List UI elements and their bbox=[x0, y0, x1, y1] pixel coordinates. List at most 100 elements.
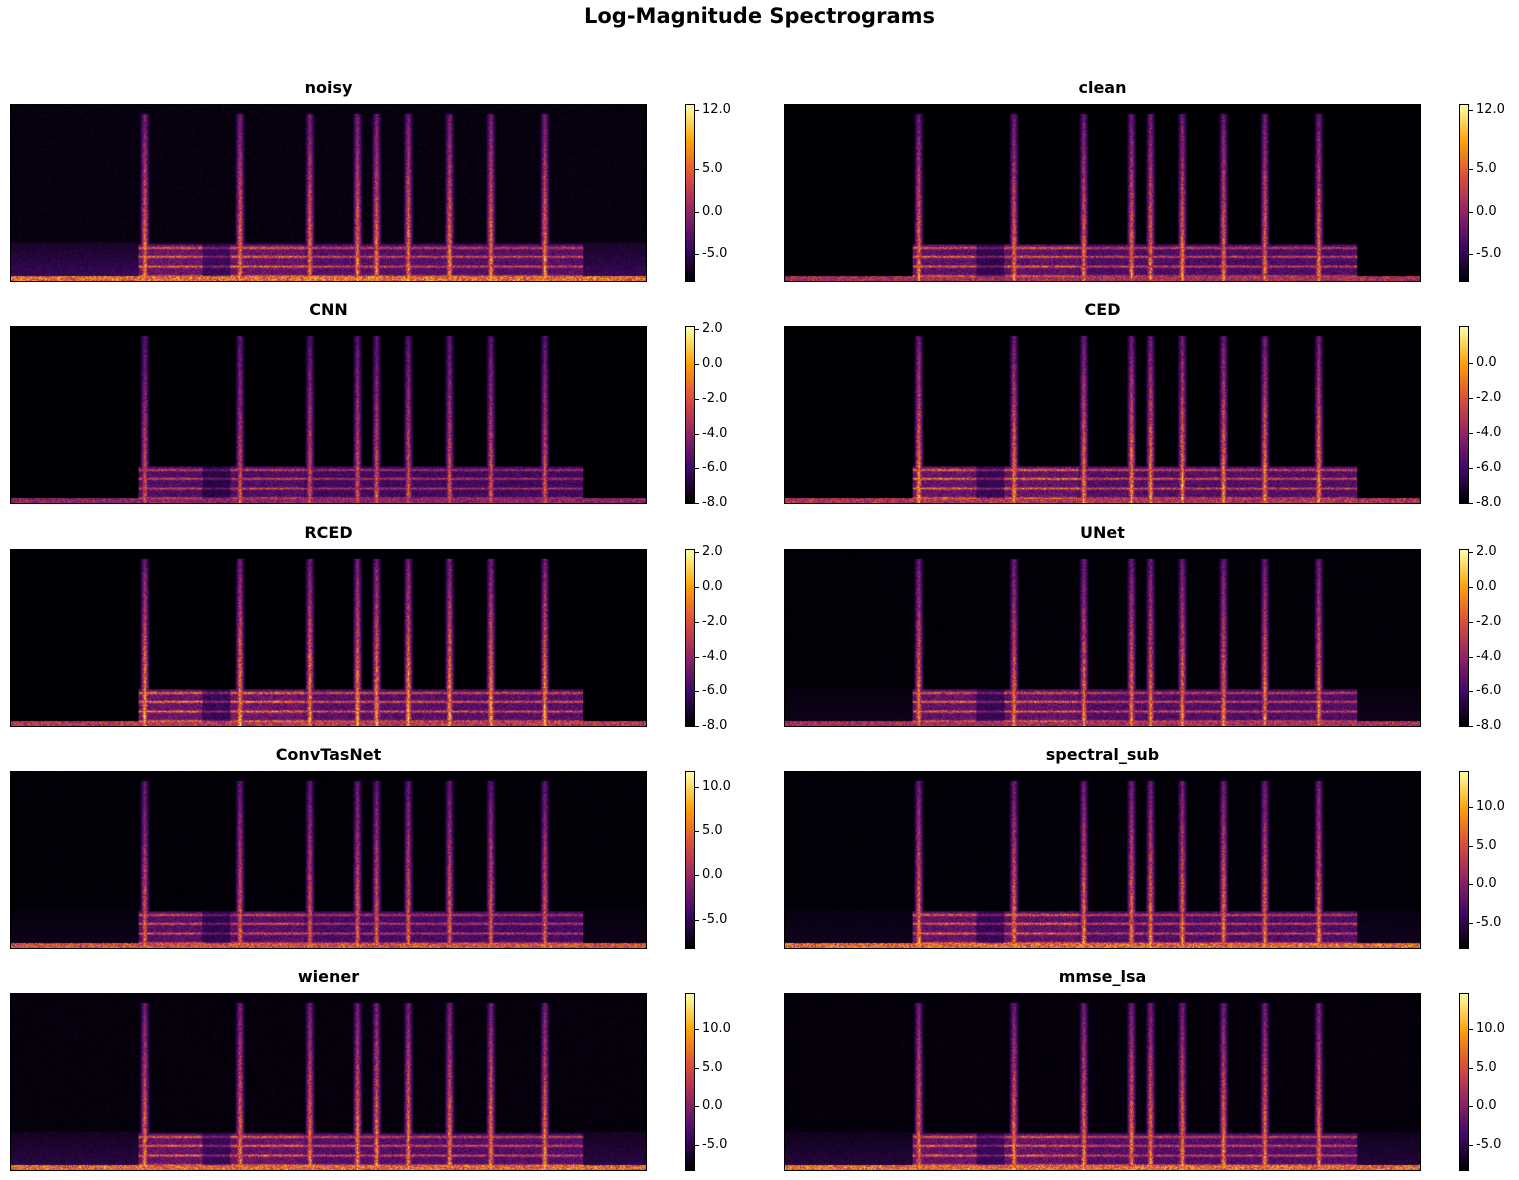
colorbar-tick-label: -6.0 bbox=[1476, 460, 1502, 475]
colorbar-tick-label: -2.0 bbox=[702, 391, 728, 406]
spectrogram-image bbox=[10, 104, 647, 282]
colorbar-tick-label: 0.0 bbox=[1476, 355, 1497, 370]
colorbar-tick bbox=[1469, 212, 1473, 213]
colorbar bbox=[685, 326, 695, 504]
panel-title: UNet bbox=[1080, 523, 1125, 542]
colorbar-tick-label: -8.0 bbox=[1476, 718, 1502, 733]
spectrogram-image bbox=[784, 771, 1421, 949]
colorbar-tick-label: -5.0 bbox=[702, 1137, 728, 1152]
colorbar-tick bbox=[1469, 807, 1473, 808]
colorbar-tick-label: 0.0 bbox=[702, 867, 723, 882]
colorbar-tick bbox=[1469, 1068, 1473, 1069]
colorbar-tick bbox=[1469, 363, 1473, 364]
colorbar-tick bbox=[695, 1106, 699, 1107]
colorbar-tick-label: -8.0 bbox=[702, 718, 728, 733]
colorbar-tick-label: 2.0 bbox=[1476, 544, 1497, 559]
colorbar-tick bbox=[1469, 433, 1473, 434]
colorbar-tick-label: 0.0 bbox=[702, 579, 723, 594]
colorbar-tick bbox=[695, 254, 699, 255]
colorbar-tick-label: -5.0 bbox=[1476, 246, 1502, 261]
colorbar-tick bbox=[1469, 552, 1473, 553]
colorbar-tick-label: 5.0 bbox=[1476, 838, 1497, 853]
colorbar-tick-label: 2.0 bbox=[702, 321, 723, 336]
colorbar-tick-label: 2.0 bbox=[702, 544, 723, 559]
colorbar-tick-label: 10.0 bbox=[1476, 1021, 1505, 1036]
colorbar-tick-label: 5.0 bbox=[702, 1060, 723, 1075]
colorbar-tick bbox=[695, 434, 699, 435]
colorbar-tick-label: 5.0 bbox=[1476, 1060, 1497, 1075]
colorbar-tick bbox=[695, 587, 699, 588]
colorbar-tick bbox=[1469, 691, 1473, 692]
panel-title: wiener bbox=[297, 967, 360, 986]
colorbar-tick bbox=[695, 110, 699, 111]
colorbar-tick-label: 10.0 bbox=[702, 1021, 731, 1036]
colorbar-tick bbox=[695, 1029, 699, 1030]
spectrogram-image bbox=[784, 104, 1421, 282]
colorbar-tick bbox=[695, 691, 699, 692]
colorbar-tick-label: -8.0 bbox=[1476, 495, 1502, 510]
colorbar bbox=[1459, 549, 1469, 727]
colorbar bbox=[685, 993, 695, 1171]
colorbar-tick bbox=[695, 552, 699, 553]
colorbar-tick-label: 0.0 bbox=[702, 1098, 723, 1113]
colorbar-tick bbox=[1469, 657, 1473, 658]
colorbar-tick-label: 10.0 bbox=[1476, 799, 1505, 814]
colorbar-tick bbox=[1469, 622, 1473, 623]
colorbar-tick-label: 5.0 bbox=[702, 823, 723, 838]
panel-title: CED bbox=[1084, 300, 1121, 319]
colorbar-tick bbox=[695, 920, 699, 921]
colorbar-tick-label: 0.0 bbox=[702, 204, 723, 219]
colorbar-tick bbox=[1469, 398, 1473, 399]
colorbar bbox=[685, 771, 695, 949]
spectrogram-image bbox=[10, 771, 647, 949]
colorbar-tick-label: -6.0 bbox=[702, 683, 728, 698]
panel-title: clean bbox=[1078, 78, 1127, 97]
spectrogram-image bbox=[784, 326, 1421, 504]
colorbar-tick-label: -4.0 bbox=[702, 649, 728, 664]
colorbar bbox=[685, 549, 695, 727]
colorbar bbox=[685, 104, 695, 282]
colorbar-tick bbox=[695, 169, 699, 170]
colorbar-tick bbox=[1469, 254, 1473, 255]
colorbar-tick bbox=[1469, 587, 1473, 588]
colorbar-tick bbox=[695, 726, 699, 727]
colorbar-tick-label: 5.0 bbox=[1476, 161, 1497, 176]
panel-title: CNN bbox=[309, 300, 348, 319]
colorbar-tick bbox=[1469, 1029, 1473, 1030]
colorbar-tick bbox=[695, 831, 699, 832]
colorbar-tick bbox=[1469, 110, 1473, 111]
colorbar-tick-label: -2.0 bbox=[1476, 614, 1502, 629]
colorbar-tick-label: 0.0 bbox=[1476, 1098, 1497, 1113]
colorbar-tick-label: -6.0 bbox=[1476, 683, 1502, 698]
spectrogram-image bbox=[10, 549, 647, 727]
colorbar-tick bbox=[695, 622, 699, 623]
colorbar-tick-label: 0.0 bbox=[1476, 876, 1497, 891]
colorbar-tick-label: -8.0 bbox=[702, 495, 728, 510]
colorbar-tick bbox=[695, 212, 699, 213]
panel-title: spectral_sub bbox=[1045, 745, 1160, 764]
colorbar-tick bbox=[695, 468, 699, 469]
colorbar-tick bbox=[695, 875, 699, 876]
colorbar-tick bbox=[695, 787, 699, 788]
colorbar-tick-label: 12.0 bbox=[1476, 102, 1505, 117]
figure-title: Log-Magnitude Spectrograms bbox=[584, 4, 935, 28]
colorbar-tick bbox=[695, 657, 699, 658]
colorbar bbox=[1459, 326, 1469, 504]
colorbar-tick bbox=[695, 503, 699, 504]
colorbar bbox=[1459, 771, 1469, 949]
colorbar-tick-label: -5.0 bbox=[1476, 915, 1502, 930]
colorbar-tick bbox=[695, 399, 699, 400]
panel-title: noisy bbox=[304, 78, 353, 97]
colorbar-tick bbox=[1469, 846, 1473, 847]
colorbar bbox=[1459, 993, 1469, 1171]
colorbar-tick-label: 0.0 bbox=[1476, 204, 1497, 219]
colorbar-tick-label: -2.0 bbox=[702, 614, 728, 629]
colorbar-tick-label: 12.0 bbox=[702, 102, 731, 117]
spectrogram-image bbox=[10, 326, 647, 504]
colorbar-tick bbox=[695, 1145, 699, 1146]
colorbar-tick bbox=[1469, 1106, 1473, 1107]
colorbar-tick bbox=[695, 329, 699, 330]
colorbar-tick bbox=[1469, 884, 1473, 885]
panel-title: mmse_lsa bbox=[1058, 967, 1147, 986]
colorbar-tick bbox=[1469, 726, 1473, 727]
